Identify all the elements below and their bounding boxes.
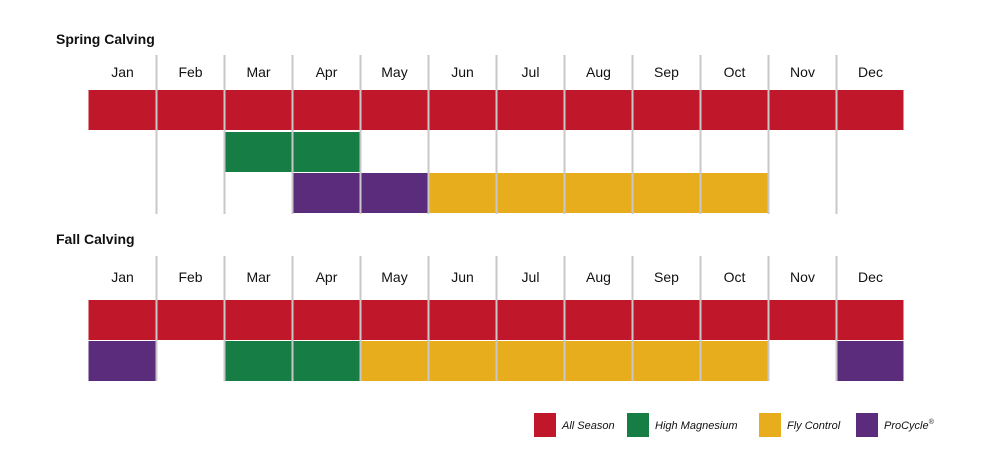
- fall-month-label-jan: Jan: [111, 269, 134, 285]
- spring-month-label-feb: Feb: [178, 64, 202, 80]
- spring-all-season-cell-nov: [769, 90, 836, 130]
- spring-procycle-cell-apr: [293, 173, 360, 213]
- fall-high-magnesium-cell-mar: [225, 341, 292, 381]
- fall-fly-control-cell-sep: [633, 341, 700, 381]
- legend-swatch-fly-control: [759, 413, 781, 437]
- spring-month-label-sep: Sep: [654, 64, 679, 80]
- fall-fly-control-cell-oct: [701, 341, 768, 381]
- fall-month-label-mar: Mar: [246, 269, 270, 285]
- spring-all-season-cell-oct: [701, 90, 768, 130]
- legend-swatch-high-magnesium: [627, 413, 649, 437]
- fall-month-label-may: May: [381, 269, 407, 285]
- fall-all-season-cell-may: [361, 300, 428, 340]
- fall-fly-control-cell-jul: [497, 341, 564, 381]
- spring-month-label-jul: Jul: [522, 64, 540, 80]
- fall-all-season-cell-oct: [701, 300, 768, 340]
- fall-month-label-apr: Apr: [316, 269, 338, 285]
- legend-swatch-all-season: [534, 413, 556, 437]
- spring-month-label-mar: Mar: [246, 64, 270, 80]
- fall-all-season-cell-feb: [157, 300, 224, 340]
- spring-month-label-apr: Apr: [316, 64, 338, 80]
- section-title-fall: Fall Calving: [56, 231, 135, 247]
- fall-all-season-cell-nov: [769, 300, 836, 340]
- legend-label-procycle: ProCycle®: [884, 418, 935, 432]
- spring-all-season-cell-aug: [565, 90, 632, 130]
- fall-all-season-cell-aug: [565, 300, 632, 340]
- legend-label-all-season: All Season: [561, 420, 615, 432]
- fall-all-season-cell-sep: [633, 300, 700, 340]
- legend-registered-mark: ®: [929, 418, 935, 426]
- spring-month-label-oct: Oct: [724, 64, 746, 80]
- spring-month-label-jun: Jun: [451, 64, 474, 80]
- fall-all-season-cell-mar: [225, 300, 292, 340]
- spring-all-season-cell-mar: [225, 90, 292, 130]
- fall-all-season-cell-jun: [429, 300, 496, 340]
- spring-fly-control-cell-jun: [429, 173, 496, 213]
- fall-all-season-cell-jan: [88, 300, 156, 340]
- spring-procycle-cell-may: [361, 173, 428, 213]
- fall-all-season-cell-apr: [293, 300, 360, 340]
- fall-month-label-aug: Aug: [586, 269, 611, 285]
- legend: All Season High Magnesium Fly Control ProCy…: [534, 413, 935, 437]
- fall-month-label-feb: Feb: [178, 269, 202, 285]
- spring-all-season-cell-apr: [293, 90, 360, 130]
- spring-fly-control-cell-jul: [497, 173, 564, 213]
- fall-fly-control-cell-jun: [429, 341, 496, 381]
- spring-fly-control-cell-aug: [565, 173, 632, 213]
- fall-month-label-dec: Dec: [858, 269, 883, 285]
- fall-all-season-cell-jul: [497, 300, 564, 340]
- spring-month-label-may: May: [381, 64, 407, 80]
- section-title-spring: Spring Calving: [56, 31, 155, 47]
- spring-all-season-cell-may: [361, 90, 428, 130]
- legend-label-fly-control: Fly Control: [787, 420, 841, 432]
- spring-month-label-jan: Jan: [111, 64, 134, 80]
- spring-fly-control-cell-oct: [701, 173, 768, 213]
- legend-swatch-procycle: [856, 413, 878, 437]
- spring-all-season-cell-jun: [429, 90, 496, 130]
- fall-month-label-jul: Jul: [522, 269, 540, 285]
- fall-fly-control-cell-may: [361, 341, 428, 381]
- fall-all-season-cell-dec: [837, 300, 904, 340]
- spring-fly-control-cell-sep: [633, 173, 700, 213]
- spring-calving-section: Jan Feb Mar Apr May Jun Jul Aug Sep Oct Nov Dec: [88, 55, 904, 214]
- spring-all-season-cell-feb: [157, 90, 224, 130]
- spring-month-label-nov: Nov: [790, 64, 815, 80]
- fall-procycle-cell-dec: [837, 341, 904, 381]
- spring-all-season-cell-jul: [497, 90, 564, 130]
- spring-month-label-dec: Dec: [858, 64, 883, 80]
- spring-all-season-cell-sep: [633, 90, 700, 130]
- spring-all-season-cell-jan: [88, 90, 156, 130]
- fall-high-magnesium-cell-apr: [293, 341, 360, 381]
- spring-high-magnesium-cell-mar: [225, 132, 292, 172]
- fall-month-label-sep: Sep: [654, 269, 679, 285]
- fall-fly-control-cell-aug: [565, 341, 632, 381]
- fall-procycle-cell-jan: [88, 341, 156, 381]
- fall-month-label-oct: Oct: [724, 269, 746, 285]
- spring-high-magnesium-cell-apr: [293, 132, 360, 172]
- fall-calving-section: Jan Feb Mar Apr May Jun Jul Aug Sep Oct Nov Dec: [88, 256, 904, 381]
- fall-month-label-nov: Nov: [790, 269, 815, 285]
- spring-all-season-cell-dec: [837, 90, 904, 130]
- spring-month-label-aug: Aug: [586, 64, 611, 80]
- legend-label-high-magnesium: High Magnesium: [655, 420, 738, 432]
- fall-month-label-jun: Jun: [451, 269, 474, 285]
